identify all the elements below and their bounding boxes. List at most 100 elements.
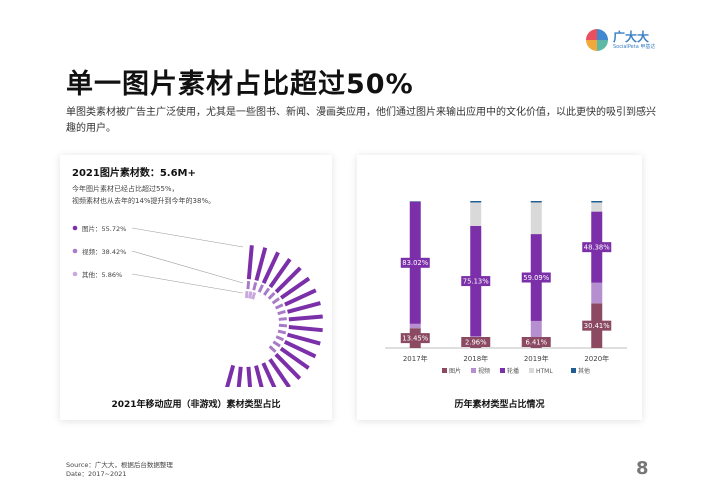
slice-label: 其他：5.86% bbox=[82, 270, 122, 279]
radial-segment bbox=[278, 323, 288, 328]
data-label-box bbox=[582, 320, 612, 331]
radial-segment bbox=[261, 362, 277, 387]
radial-segment bbox=[288, 325, 323, 333]
radial-segment bbox=[246, 245, 254, 280]
card-note-line: 视频素材也从去年的14%提升到今年的38%。 bbox=[72, 197, 216, 205]
yearly-types-card: 2017年 2018年 2019年 2020年 13.45% 83.02% 2.96% 75.… bbox=[357, 155, 642, 420]
logo-icon bbox=[586, 29, 608, 51]
data-label: 75.13% bbox=[463, 277, 489, 285]
bar-segment bbox=[591, 202, 603, 212]
radial-segment bbox=[279, 346, 310, 370]
radial-segment bbox=[279, 276, 311, 300]
bar-stack bbox=[409, 201, 421, 348]
bar-segment bbox=[470, 201, 482, 203]
legend-label: 其他 bbox=[578, 367, 590, 375]
radial-segment bbox=[277, 310, 286, 316]
data-label: 48.38% bbox=[584, 244, 610, 252]
legend-swatch bbox=[529, 368, 534, 373]
radial-segment bbox=[248, 291, 253, 299]
slice-label: 视频：38.42% bbox=[82, 247, 126, 256]
slice-label: 图片：55.72% bbox=[82, 224, 126, 233]
leader-line bbox=[131, 250, 244, 284]
radial-segment bbox=[271, 297, 280, 305]
data-label-box bbox=[400, 257, 430, 268]
radial-segment bbox=[274, 352, 302, 380]
card-note: 今年图片素材已经占比超过55%， 视频素材也从去年的14%提升到今年的38%。 bbox=[72, 183, 215, 207]
bar-segment bbox=[409, 201, 421, 202]
legend-label: 轮播 bbox=[507, 367, 519, 375]
radial-segment bbox=[268, 258, 292, 289]
radial-segment bbox=[261, 251, 280, 284]
data-label: 6.41% bbox=[525, 338, 547, 346]
data-label-box bbox=[461, 276, 491, 287]
radial-segment bbox=[283, 340, 317, 359]
radial-segment bbox=[251, 292, 257, 300]
data-label: 59.09% bbox=[523, 274, 549, 282]
radial-segment bbox=[272, 340, 281, 348]
card-note-line: 今年图片素材已经占比超过55%， bbox=[72, 185, 179, 193]
data-label: 30.41% bbox=[584, 322, 610, 330]
legend-label: HTML bbox=[536, 368, 553, 375]
data-label: 2.96% bbox=[465, 338, 487, 346]
radial-segment bbox=[254, 247, 268, 282]
chart-title-2021: 2021年移动应用（非游戏）素材类型占比 bbox=[111, 400, 281, 410]
page-title: 单一图片素材占比超过50% bbox=[66, 69, 414, 100]
bar-segment bbox=[591, 282, 603, 304]
radial-segment bbox=[268, 358, 291, 387]
slice-视频 bbox=[246, 281, 288, 353]
radial-segment bbox=[257, 284, 264, 293]
page-subtitle: 单图类素材被广告主广泛使用，尤其是一些图书、新闻、漫画类应用，他们通过图片来输出… bbox=[66, 107, 656, 134]
legend-dot bbox=[72, 225, 78, 231]
bar-segment bbox=[530, 320, 542, 339]
x-tick-label: 2018年 bbox=[463, 354, 488, 363]
data-label-box bbox=[461, 337, 491, 347]
radial-segment bbox=[278, 317, 287, 321]
stacked-bar-chart: 2017年 2018年 2019年 2020年 13.45% 83.02% 2.96% 75.… bbox=[385, 201, 627, 375]
data-label-box bbox=[521, 337, 551, 347]
legend-label: 视频 bbox=[478, 367, 490, 375]
legend-swatch bbox=[571, 368, 576, 373]
radial-segment bbox=[268, 345, 277, 353]
slice-其他 bbox=[245, 290, 257, 300]
data-label-box bbox=[400, 333, 430, 344]
radial-segment bbox=[267, 291, 276, 300]
bar-segment bbox=[591, 201, 603, 203]
radial-segment bbox=[263, 287, 271, 296]
bar-segment bbox=[530, 202, 542, 235]
radial-segment bbox=[287, 301, 321, 314]
x-tick-label: 2019年 bbox=[524, 354, 549, 363]
source-note: Source：广大大，根据后台数据整理 Date：2017~2021 bbox=[66, 461, 173, 479]
radial-segment bbox=[246, 366, 253, 387]
radial-segment bbox=[274, 266, 302, 294]
legend-label: 图片 bbox=[449, 367, 461, 375]
legend-swatch bbox=[442, 368, 447, 373]
radial-segment bbox=[254, 365, 264, 387]
bar-segment bbox=[409, 323, 421, 329]
slice-图片 bbox=[225, 245, 323, 387]
radial-segment bbox=[274, 303, 284, 310]
logo-subtitle: SocialPeta 甲基达 bbox=[613, 43, 656, 50]
x-tick-label: 2020年 bbox=[584, 354, 609, 363]
data-label-box bbox=[582, 242, 612, 253]
leader-line bbox=[131, 227, 244, 248]
share-2021-card: 2021图片素材数：5.6M+ 今年图片素材已经占比超过55%， 视频素材也从去… bbox=[60, 155, 332, 420]
source-line: Source：广大大，根据后台数据整理 bbox=[66, 461, 173, 469]
leader-line bbox=[131, 273, 244, 294]
radial-segment bbox=[275, 335, 285, 342]
radial-segment bbox=[288, 314, 323, 322]
radial-segment bbox=[286, 332, 321, 346]
data-label: 13.45% bbox=[402, 335, 428, 343]
legend-swatch bbox=[500, 368, 505, 373]
legend-dot bbox=[72, 271, 78, 277]
logo-name: 广大大 bbox=[613, 29, 650, 44]
radial-segment bbox=[277, 329, 287, 335]
legend-swatch bbox=[471, 368, 476, 373]
x-tick-label: 2017年 bbox=[403, 354, 428, 363]
data-label: 83.02% bbox=[402, 259, 428, 267]
bar-segment bbox=[470, 202, 482, 226]
date-line: Date：2017~2021 bbox=[66, 470, 127, 478]
data-label-box bbox=[521, 272, 551, 283]
card-heading: 2021图片素材数：5.6M+ bbox=[72, 168, 196, 179]
radial-segment bbox=[236, 366, 243, 387]
page-number: 8 bbox=[636, 458, 649, 479]
